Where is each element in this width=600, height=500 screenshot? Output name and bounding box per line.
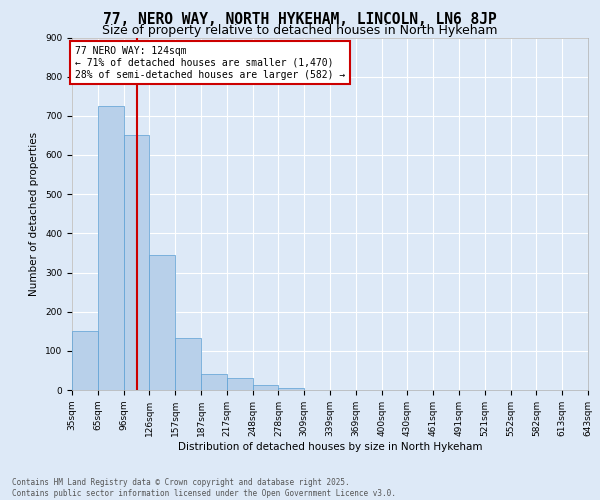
Bar [124, 136, 149, 390]
Y-axis label: Number of detached properties: Number of detached properties [29, 132, 40, 296]
Bar [201, 374, 227, 390]
Bar [227, 378, 253, 390]
Bar [149, 255, 175, 390]
Bar [253, 386, 278, 390]
Bar [72, 331, 98, 390]
X-axis label: Distribution of detached houses by size in North Hykeham: Distribution of detached houses by size … [178, 442, 482, 452]
Text: 77 NERO WAY: 124sqm
← 71% of detached houses are smaller (1,470)
28% of semi-det: 77 NERO WAY: 124sqm ← 71% of detached ho… [74, 46, 345, 80]
Text: Contains HM Land Registry data © Crown copyright and database right 2025.
Contai: Contains HM Land Registry data © Crown c… [12, 478, 396, 498]
Bar [175, 338, 201, 390]
Text: Size of property relative to detached houses in North Hykeham: Size of property relative to detached ho… [102, 24, 498, 37]
Bar [278, 388, 304, 390]
Bar [98, 106, 124, 390]
Text: 77, NERO WAY, NORTH HYKEHAM, LINCOLN, LN6 8JP: 77, NERO WAY, NORTH HYKEHAM, LINCOLN, LN… [103, 12, 497, 28]
